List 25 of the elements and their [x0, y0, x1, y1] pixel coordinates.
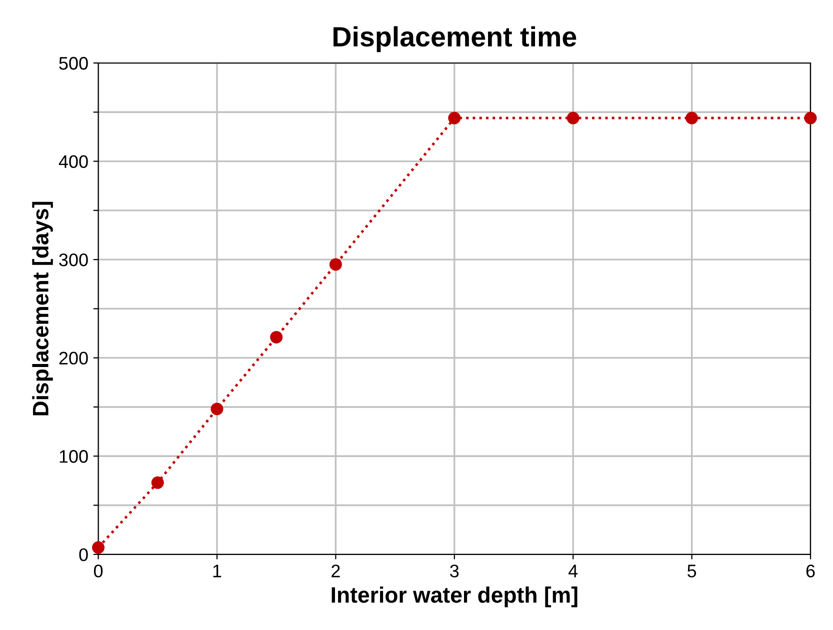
- point: [151, 476, 164, 489]
- x-tick-label: 2: [332, 564, 340, 578]
- y-tick-label: 100: [60, 450, 88, 463]
- point: [270, 330, 283, 344]
- x-tick-label: 3: [450, 564, 459, 578]
- y-tick-label: 500: [59, 56, 88, 70]
- y-tick-label: 0: [79, 548, 88, 562]
- x-axis-title: Interior water depth [m]: [332, 586, 578, 608]
- x-tick-label: 0: [94, 564, 103, 578]
- point: [804, 112, 817, 124]
- y-tick-label: 400: [58, 155, 88, 168]
- x-tick-label: 1: [213, 564, 222, 578]
- point: [448, 112, 461, 124]
- x-tick-label: 5: [688, 564, 696, 578]
- x-tick-label: 6: [806, 564, 815, 578]
- point: [92, 541, 105, 554]
- chart-title: Displacement time: [334, 26, 576, 52]
- point: [566, 112, 580, 124]
- point: [686, 112, 698, 124]
- x-tick-label: 4: [568, 564, 578, 578]
- y-axis-title: Displacement [days]: [32, 202, 53, 416]
- y-tick-label: 200: [59, 352, 88, 365]
- point: [210, 402, 224, 416]
- point: [329, 258, 342, 271]
- y-tick-label: 300: [59, 253, 88, 266]
